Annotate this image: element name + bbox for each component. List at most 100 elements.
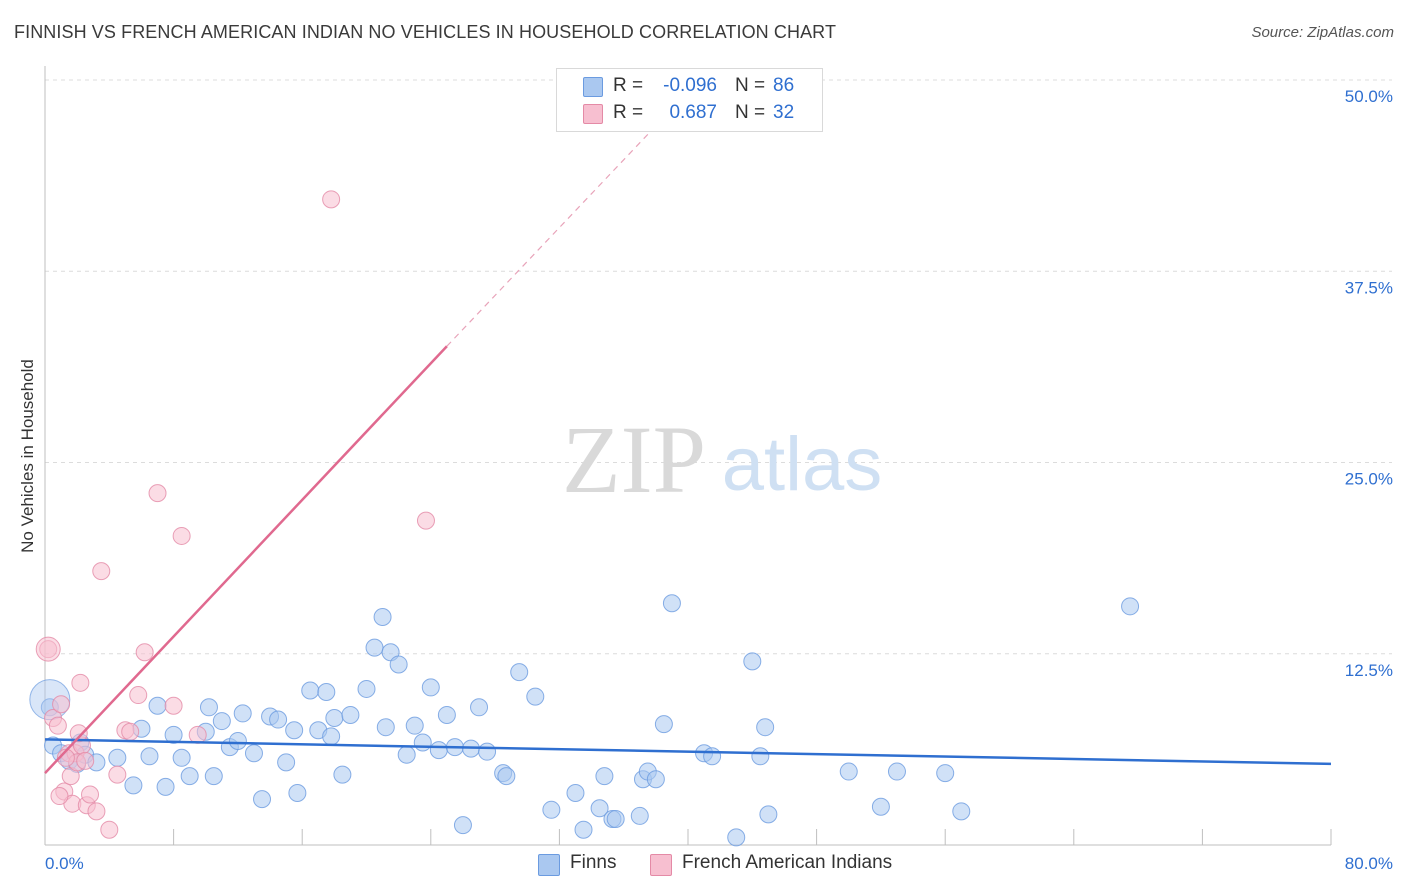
finns-point: [421, 678, 440, 697]
finns-point: [140, 747, 159, 766]
french-american-indians-point: [172, 526, 191, 545]
french-american-indians-point: [129, 686, 148, 705]
r-value: 0.687: [669, 102, 717, 123]
finns-point: [156, 777, 175, 796]
finns-point: [244, 744, 263, 763]
finns-swatch: [538, 854, 560, 876]
finns-point: [887, 762, 906, 781]
tick-labels: 12.5% 25.0% 37.5% 50.0% 0.0% 80.0%: [45, 87, 1393, 873]
finns-point: [333, 765, 352, 784]
french-american-indians-point: [50, 787, 69, 806]
finns-point: [646, 770, 665, 789]
finns-point: [662, 594, 681, 613]
finns-trend-line: [44, 738, 1332, 766]
x-tick-label: 80.0%: [1345, 854, 1393, 873]
french-american-indians-point: [48, 716, 67, 735]
legend-label-french-american-indians: French American Indians: [682, 852, 893, 873]
finns-point: [389, 655, 408, 674]
trend-lines: [44, 125, 1332, 774]
watermark-atlas: atlas: [722, 422, 883, 507]
n-label: N =: [735, 102, 766, 123]
french-american-indians-swatch: [650, 854, 672, 876]
finns-point: [751, 747, 770, 766]
finns-point: [301, 681, 320, 700]
finns-point: [376, 718, 395, 737]
finns-point: [269, 710, 288, 729]
finns-point: [743, 652, 762, 671]
source-label: Source: ZipAtlas.com: [1251, 24, 1394, 41]
correlation-legend: R = -0.096 N = 86 R = 0.687 N = 32: [556, 68, 823, 132]
finns-point: [405, 716, 424, 735]
finns-point: [1121, 597, 1140, 616]
french-american-indians-point: [322, 190, 341, 209]
french-american-indians-point: [164, 696, 183, 715]
finns-point: [429, 741, 448, 760]
n-label: N =: [735, 75, 766, 96]
finns-point: [542, 800, 561, 819]
legend-row-french-american-indians: R = 0.687 N = 32: [557, 102, 822, 126]
finns-point: [233, 704, 252, 723]
legend-label-finns: Finns: [570, 852, 617, 873]
finns-point: [317, 683, 336, 701]
french-american-indians-point: [76, 751, 95, 770]
finns-point: [172, 748, 191, 767]
finns-point: [228, 731, 247, 750]
french-american-indians-point: [121, 722, 140, 741]
finns-point: [212, 712, 231, 731]
finns-point: [341, 705, 360, 724]
finns-point: [566, 783, 585, 802]
french-american-indians-swatch: [583, 104, 603, 124]
finns-swatch: [583, 77, 603, 97]
finns-point: [148, 696, 167, 715]
french-american-indians-point: [87, 802, 106, 821]
finns-point: [357, 679, 376, 698]
y-tick-label: 12.5%: [1345, 661, 1393, 680]
finns-point: [759, 805, 778, 824]
finns-point: [277, 753, 296, 772]
watermark-zip: ZIP: [562, 406, 706, 513]
finns-point: [325, 709, 344, 728]
french-american-indians-point: [100, 820, 119, 839]
french-american-indians-point: [135, 643, 154, 662]
finns-point: [478, 742, 497, 761]
french-american-indians-point: [35, 636, 61, 662]
french-american-indians-trend-extension: [446, 125, 657, 347]
french-american-indians-points: [35, 190, 435, 839]
french-american-indians-point: [71, 673, 90, 692]
french-american-indians-point: [81, 785, 100, 804]
french-american-indians-point: [69, 724, 88, 743]
finns-point: [285, 721, 304, 740]
finns-point: [606, 809, 625, 828]
finns-point: [253, 790, 272, 809]
french-american-indians-point: [92, 562, 111, 581]
finns-point: [437, 705, 456, 724]
finns-point: [654, 715, 673, 734]
r-value: -0.096: [663, 75, 717, 96]
finns-point: [526, 687, 545, 706]
finns-point: [204, 767, 223, 786]
finns-point: [365, 638, 384, 657]
legend-row-finns: R = -0.096 N = 86: [557, 75, 822, 99]
grid-lines: [45, 79, 1392, 655]
finns-point: [727, 828, 746, 847]
y-tick-label: 50.0%: [1345, 87, 1393, 106]
finns-point: [510, 663, 529, 682]
y-tick-label: 37.5%: [1345, 278, 1393, 297]
finns-point: [453, 816, 472, 835]
n-value: 32: [773, 102, 795, 123]
french-american-indians-point: [52, 695, 71, 714]
finns-point: [590, 799, 609, 818]
finns-point: [574, 820, 593, 839]
finns-point: [164, 725, 183, 744]
french-american-indians-point: [188, 725, 207, 744]
finns-point: [871, 797, 890, 816]
french-american-indians-point: [108, 765, 127, 784]
finns-point: [756, 718, 775, 737]
finns-point: [322, 727, 341, 746]
x-tick-label: 0.0%: [45, 854, 84, 873]
finns-point: [373, 608, 392, 627]
french-american-indians-trend-line: [44, 345, 448, 774]
finns-point: [936, 764, 955, 783]
finns-point: [952, 802, 971, 821]
